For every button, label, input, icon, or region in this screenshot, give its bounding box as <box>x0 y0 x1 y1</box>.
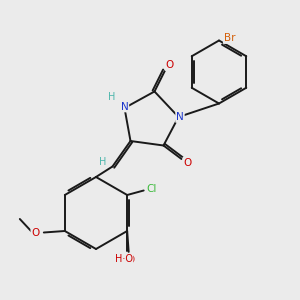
Text: O: O <box>31 227 40 238</box>
Text: N: N <box>176 112 184 122</box>
Text: Br: Br <box>224 33 235 43</box>
Text: H: H <box>108 92 116 102</box>
Text: O: O <box>165 60 174 70</box>
Text: H: H <box>99 157 106 167</box>
Text: H·O: H·O <box>117 255 135 266</box>
Text: H·O: H·O <box>115 254 133 264</box>
Text: N: N <box>121 101 128 112</box>
Text: Cl: Cl <box>146 184 156 194</box>
Text: O: O <box>183 158 192 168</box>
